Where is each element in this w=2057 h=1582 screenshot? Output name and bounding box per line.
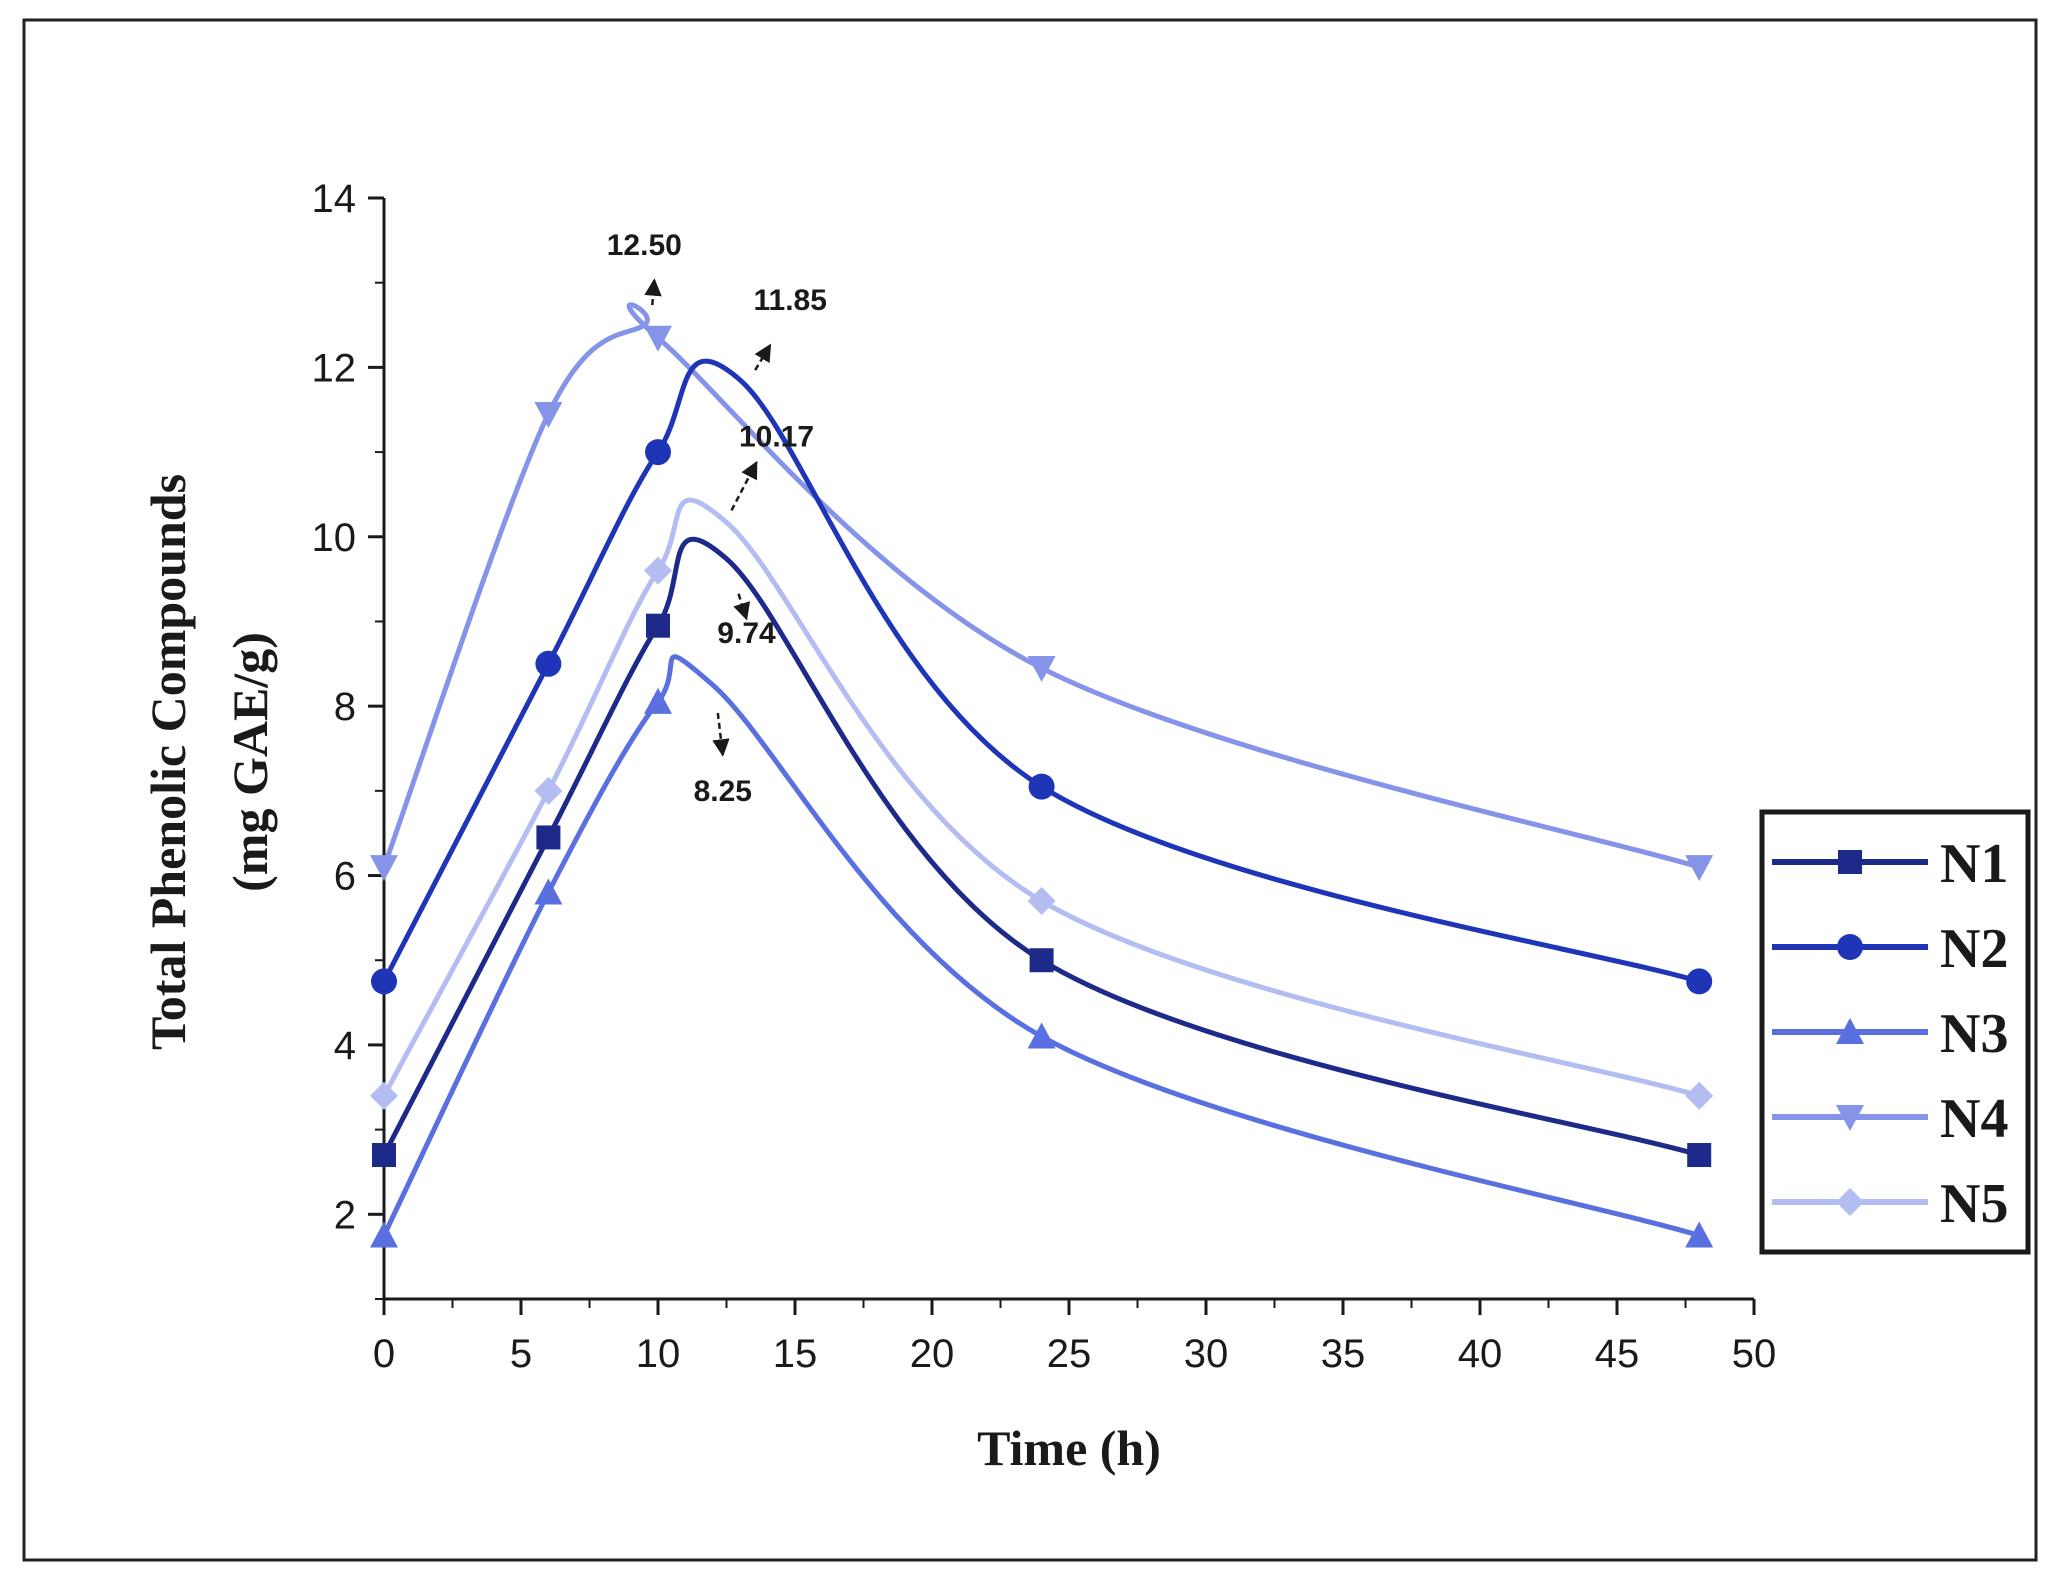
data-point-N4: [644, 325, 672, 352]
data-point-N5: [1027, 886, 1056, 915]
series-line-N2: [381, 358, 1700, 984]
series-layer: [370, 302, 1714, 1248]
annotation-label: 9.74: [717, 617, 776, 650]
legend-marker: [1837, 934, 1863, 960]
annotation-N5: 10.17: [730, 420, 814, 511]
annotation-label: 8.25: [694, 775, 752, 808]
data-point-N5: [534, 776, 563, 805]
annotation-N4: 12.50: [607, 229, 682, 306]
data-point-N4: [1027, 656, 1056, 683]
data-point-N5: [1685, 1081, 1714, 1110]
series-line-N1: [381, 536, 1700, 1158]
annotation-N1: 9.74: [717, 593, 776, 650]
data-point-N3: [370, 1221, 398, 1248]
legend-item-N4: N4: [1772, 1088, 2008, 1150]
x-tick-label: 20: [910, 1332, 955, 1376]
data-point-N2: [1028, 773, 1055, 800]
data-point-N4: [534, 401, 563, 428]
legend-label: N1: [1940, 833, 2008, 895]
legend-label: N5: [1940, 1173, 2008, 1235]
x-tick-label: 50: [1732, 1332, 1777, 1376]
legend-marker: [1836, 1105, 1864, 1131]
legend-item-N3: N3: [1772, 1003, 2008, 1065]
legend-item-N5: N5: [1772, 1173, 2008, 1235]
data-point-N5: [370, 1081, 398, 1110]
legend-label: N3: [1940, 1003, 2008, 1065]
annotation-arrow: [754, 343, 772, 371]
annotation-N2: 11.85: [753, 284, 827, 371]
data-point-N1: [536, 825, 561, 850]
annotation-arrow: [712, 712, 730, 757]
legend-marker: [1836, 1018, 1864, 1044]
axes: 0 5 10 15 20 25 30 35 40 45 50 2 4 6 8 10 12 14: [312, 177, 1777, 1376]
y-tick-label: 4: [334, 1024, 356, 1068]
data-point-N1: [1687, 1143, 1712, 1168]
annotation-label: 12.50: [607, 229, 682, 262]
legend: N1 N2 N3 N4 N5: [1759, 809, 2031, 1255]
data-point-N3: [1685, 1221, 1714, 1248]
series-N3: [370, 654, 1714, 1248]
y-axis-title-line2: (mg GAE/g): [222, 632, 278, 892]
x-tick-label: 35: [1321, 1332, 1366, 1376]
legend-marker: [1836, 1188, 1864, 1216]
data-point-N2: [535, 650, 562, 677]
data-point-N2: [645, 439, 671, 466]
x-tick-label: 30: [1184, 1332, 1229, 1376]
series-line-N5: [381, 497, 1700, 1099]
data-point-N1: [646, 613, 670, 638]
x-axis-title: Time (h): [977, 1420, 1161, 1476]
x-tick-label: 40: [1458, 1332, 1503, 1376]
x-tick-label: 5: [510, 1332, 532, 1376]
data-point-N3: [644, 687, 672, 714]
y-tick-label: 2: [334, 1193, 356, 1237]
series-line-N3: [381, 654, 1700, 1238]
annotation-arrow: [644, 278, 662, 306]
annotation-arrow: [733, 593, 751, 621]
data-point-N3: [534, 878, 563, 905]
legend-label: N4: [1940, 1088, 2008, 1150]
annotation-layer: 12.50 11.85 10.17 9.74 8.25: [607, 229, 827, 808]
legend-marker: [1838, 850, 1862, 874]
legend-item-N2: N2: [1772, 918, 2008, 980]
data-point-N2: [371, 968, 397, 995]
x-tick-label: 45: [1595, 1332, 1640, 1376]
data-point-N3: [1027, 1022, 1056, 1049]
data-point-N1: [372, 1143, 396, 1168]
y-tick-label: 8: [334, 685, 356, 729]
data-point-N4: [1685, 855, 1714, 882]
series-N1: [372, 536, 1712, 1168]
y-axis-title-line1: Total Phenolic Compounds: [140, 474, 196, 1050]
series-N4: [370, 302, 1714, 882]
annotation-label: 11.85: [753, 284, 826, 317]
annotation-label: 10.17: [739, 420, 814, 453]
series-N2: [371, 358, 1713, 995]
annotation-N3: 8.25: [694, 712, 752, 808]
data-point-N5: [644, 556, 672, 585]
annotation-arrow: [730, 460, 758, 511]
y-tick-label: 6: [334, 855, 356, 899]
data-point-N4: [370, 855, 398, 882]
x-tick-label: 15: [773, 1332, 818, 1376]
legend-label: N2: [1940, 918, 2008, 980]
y-tick-label: 14: [312, 177, 357, 221]
data-point-N1: [1029, 948, 1054, 973]
x-tick-label: 25: [1047, 1332, 1092, 1376]
x-tick-label: 10: [636, 1332, 681, 1376]
x-tick-label: 0: [373, 1332, 395, 1376]
y-tick-label: 10: [312, 516, 357, 560]
series-N5: [370, 497, 1714, 1110]
legend-item-N1: N1: [1772, 833, 2008, 895]
y-tick-label: 12: [312, 346, 357, 390]
data-point-N2: [1686, 968, 1713, 995]
